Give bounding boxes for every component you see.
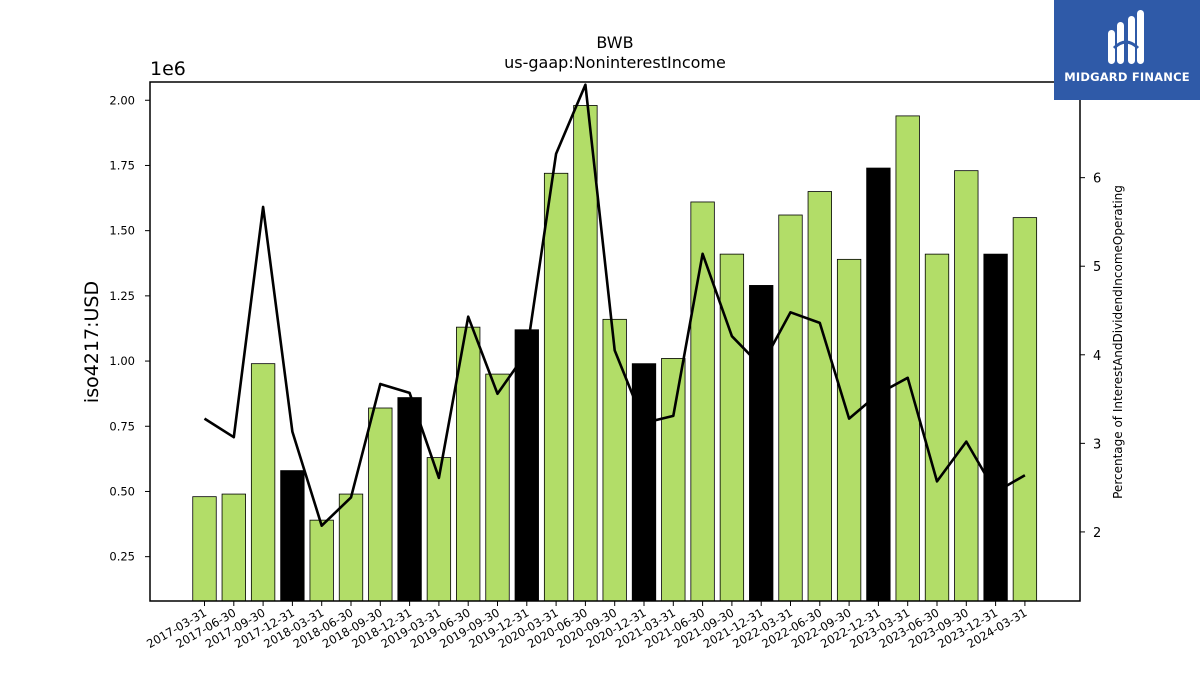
y-tick-label: 0.25 xyxy=(109,550,135,564)
bar-2020-06-30 xyxy=(573,105,598,602)
y-tick-label: 0.50 xyxy=(109,484,135,498)
bar-2023-06-30 xyxy=(924,253,950,602)
bar-2020-03-31 xyxy=(543,172,569,602)
y2-tick-label: 6 xyxy=(1093,172,1101,187)
y-tick-label: 1.50 xyxy=(109,224,135,238)
bar-2022-09-30 xyxy=(836,258,862,602)
y-tick-label: 1.25 xyxy=(109,289,135,303)
bar-2021-06-30 xyxy=(690,201,715,602)
y2-axis-label: Percentage of InterestAndDividendIncomeO… xyxy=(1111,185,1125,499)
bar-2023-12-31 xyxy=(983,253,1008,602)
y-axis-label: iso4217:USD xyxy=(81,281,103,403)
y-tick-label: 0.75 xyxy=(109,419,135,433)
y-tick-label: 1.75 xyxy=(109,158,135,172)
bar-2017-09-30 xyxy=(250,363,276,602)
bar-2018-12-31 xyxy=(397,397,422,602)
bar-2017-06-30 xyxy=(221,493,246,602)
bar-2019-09-30 xyxy=(485,373,510,602)
brand-name: MIDGARD FINANCE xyxy=(1064,70,1190,84)
ratio-line-series xyxy=(203,83,1026,528)
bar-2022-06-30 xyxy=(807,191,832,602)
bar-2018-03-31 xyxy=(309,519,334,602)
bar-2023-09-30 xyxy=(954,170,979,602)
midgard-logo-icon xyxy=(1108,10,1144,64)
bar-2022-03-31 xyxy=(778,214,803,602)
bar-2021-03-31 xyxy=(661,358,686,602)
bar-2022-12-31 xyxy=(866,167,891,602)
bar-2018-09-30 xyxy=(368,407,393,602)
bar-2017-12-31 xyxy=(280,470,305,602)
bar-2020-09-30 xyxy=(602,318,627,602)
y-tick-label: 2.00 xyxy=(109,93,135,107)
bar-2021-12-31 xyxy=(749,285,774,602)
bar-2023-03-31 xyxy=(895,115,920,602)
y2-tick-label: 5 xyxy=(1093,260,1101,275)
y2-tick-label: 2 xyxy=(1093,526,1101,541)
bar-2019-12-31 xyxy=(514,329,539,602)
chart-title: BWB xyxy=(596,33,633,52)
bar-2024-03-31 xyxy=(1012,217,1038,602)
brand-logo: MIDGARD FINANCE xyxy=(1054,0,1200,100)
bar-2021-09-30 xyxy=(719,253,745,602)
y2-tick-label: 3 xyxy=(1093,437,1101,452)
y-tick-label: 1.00 xyxy=(109,354,135,368)
bar-2017-03-31 xyxy=(192,496,217,602)
y-multiplier-label: 1e6 xyxy=(150,58,186,80)
bar-2018-06-30 xyxy=(338,493,364,602)
chart-subtitle: us-gaap:NoninterestIncome xyxy=(504,53,726,72)
y2-tick-label: 4 xyxy=(1093,349,1101,364)
